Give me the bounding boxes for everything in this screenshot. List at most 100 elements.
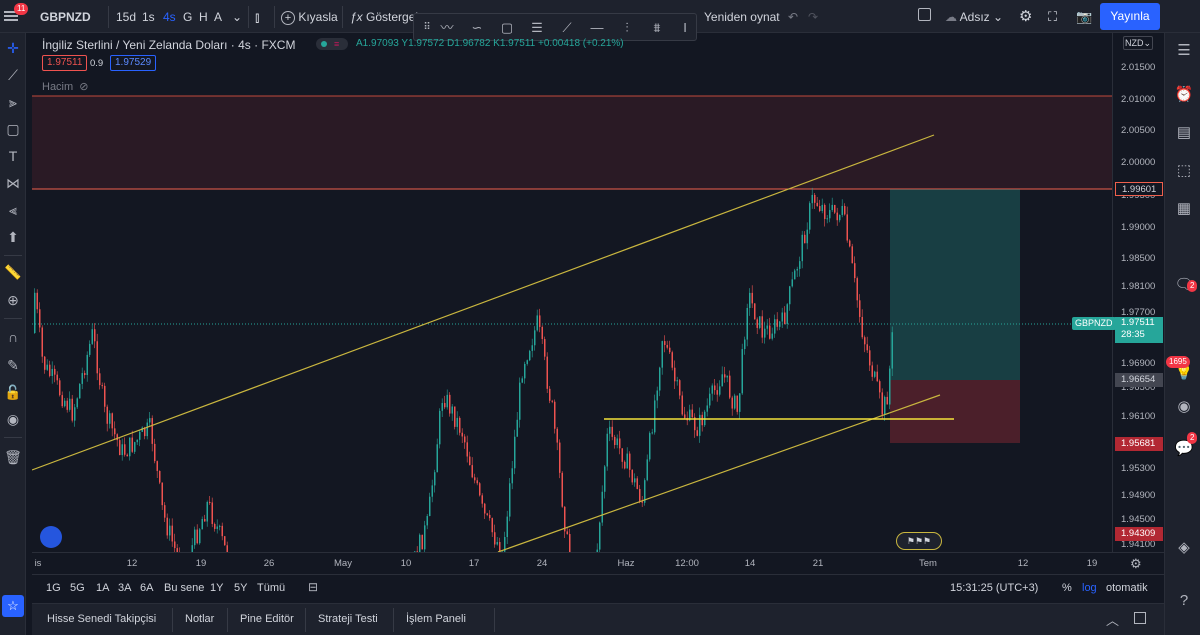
- camera-icon[interactable]: 📷: [1076, 9, 1093, 24]
- ray-icon[interactable]: ⟋: [562, 20, 572, 35]
- maximize-panel-icon[interactable]: [1134, 612, 1146, 624]
- log-toggle[interactable]: log: [1082, 582, 1097, 594]
- watchlist-icon[interactable]: ☰: [1177, 42, 1191, 59]
- arrow-icon[interactable]: ⬆: [7, 229, 19, 245]
- auto-scale-toggle[interactable]: otomatik: [1106, 582, 1148, 594]
- range-button[interactable]: 5Y: [234, 582, 248, 594]
- drag-handle-icon[interactable]: ⠿: [423, 22, 431, 33]
- chart-pane[interactable]: İngiliz Sterlini / Yeni Zelanda Doları ·…: [32, 33, 1112, 552]
- bid-price[interactable]: 1.97511: [42, 55, 88, 71]
- bottom-tab[interactable]: İşlem Paneli: [406, 613, 466, 625]
- long-position-stop-zone[interactable]: [890, 380, 1020, 443]
- interval-H[interactable]: H: [199, 10, 208, 24]
- interval-G[interactable]: G: [183, 10, 193, 24]
- candle-body: [601, 491, 603, 523]
- candle-body: [516, 419, 518, 437]
- pitchfork-icon[interactable]: ⩩: [653, 20, 661, 35]
- curve-icon[interactable]: ∽: [471, 20, 483, 35]
- alert-icon[interactable]: ⏰: [1174, 86, 1194, 103]
- menu-button[interactable]: 11: [4, 3, 29, 24]
- channel-lower-trendline[interactable]: [497, 394, 941, 552]
- streams-icon[interactable]: ◉: [1177, 398, 1191, 415]
- price-axis[interactable]: NZD⌄ 2.015002.010002.005002.000001.99500…: [1112, 33, 1164, 552]
- calendar-icon[interactable]: ▦: [1176, 200, 1192, 217]
- interval-15d[interactable]: 15d: [116, 10, 137, 24]
- layers-icon[interactable]: ◈: [1178, 539, 1190, 556]
- range-button[interactable]: 3A: [118, 582, 132, 594]
- magnet-icon[interactable]: ∩: [7, 329, 19, 345]
- rectangle-icon[interactable]: ▢: [6, 121, 20, 137]
- price-chart[interactable]: [32, 33, 1112, 552]
- range-button[interactable]: 1Y: [210, 582, 224, 594]
- candle-body: [856, 278, 858, 301]
- interval-dropdown-chevron-icon[interactable]: ⌄: [232, 10, 243, 24]
- ideas-icon[interactable]: 💡: [1174, 364, 1194, 381]
- help-icon[interactable]: ?: [1179, 592, 1189, 609]
- interval-1s[interactable]: 1s: [142, 10, 155, 24]
- ruler-icon[interactable]: 📏: [4, 264, 22, 280]
- symbol-search[interactable]: GBPNZD: [40, 10, 91, 24]
- candle-body: [514, 436, 516, 469]
- lock-icon[interactable]: 🔓: [4, 384, 22, 400]
- legend-status-toggle[interactable]: ≡: [316, 38, 348, 50]
- chart-type-icon[interactable]: ⫾: [255, 9, 260, 25]
- trash-icon[interactable]: 🗑: [4, 449, 22, 465]
- eye-icon[interactable]: ◉: [6, 411, 20, 427]
- bottom-tab[interactable]: Pine Editör: [240, 613, 294, 625]
- favorites-star-icon[interactable]: ☆: [2, 595, 24, 617]
- settings-gear-icon[interactable]: ⚙: [1019, 8, 1033, 25]
- text-cursor-icon[interactable]: I: [683, 20, 687, 35]
- layout-toggle-icon[interactable]: [918, 8, 931, 26]
- redo-icon[interactable]: ↷: [808, 10, 819, 24]
- currency-selector[interactable]: NZD⌄: [1123, 36, 1153, 50]
- lines-icon[interactable]: ☰: [531, 20, 543, 35]
- axis-settings-gear-icon[interactable]: ⚙: [1130, 556, 1142, 571]
- line-chart-icon[interactable]: 〰: [440, 20, 454, 35]
- events-flags-icon[interactable]: ⚑⚑⚑: [896, 532, 942, 550]
- pattern-icon[interactable]: ⋈: [6, 175, 20, 191]
- forecast-icon[interactable]: ⫷: [9, 202, 17, 218]
- date-range-calendar-icon[interactable]: ⊟: [308, 580, 319, 594]
- range-button[interactable]: 1G: [46, 582, 61, 594]
- replay-button[interactable]: Yeniden oynat: [704, 8, 780, 26]
- rectangle-tool-icon[interactable]: ▢: [500, 20, 514, 35]
- compare-button[interactable]: + Kıyasla: [281, 8, 338, 26]
- bottom-tab[interactable]: Notlar: [185, 613, 215, 625]
- publish-button[interactable]: Yayınla: [1100, 3, 1160, 30]
- interval-4s[interactable]: 4s: [163, 10, 176, 24]
- interval-A[interactable]: A: [214, 10, 223, 24]
- undo-icon[interactable]: ↶: [788, 10, 799, 24]
- lock-draw-icon[interactable]: ✎: [7, 357, 19, 373]
- volume-indicator[interactable]: Hacim ⊘: [42, 80, 88, 93]
- range-button[interactable]: 5G: [70, 582, 85, 594]
- candle-body: [846, 214, 848, 241]
- range-button[interactable]: 6A: [140, 582, 154, 594]
- bottom-tab[interactable]: Hisse Senedi Takipçisi: [47, 613, 157, 625]
- percent-toggle[interactable]: %: [1062, 582, 1072, 594]
- notifications-icon[interactable]: 💬: [1174, 440, 1194, 457]
- ask-price[interactable]: 1.97529: [110, 55, 157, 71]
- fullscreen-icon[interactable]: ⛶: [1048, 9, 1058, 24]
- trendline-icon[interactable]: ⟋: [8, 67, 18, 83]
- fib-icon[interactable]: ⫸: [9, 94, 17, 110]
- range-button[interactable]: Bu sene: [164, 582, 205, 594]
- range-button[interactable]: Tümü: [257, 582, 286, 594]
- zoom-icon[interactable]: ⊕: [7, 292, 19, 308]
- chevron-up-icon[interactable]: ︿: [1106, 613, 1120, 628]
- crosshair-icon[interactable]: ✛: [7, 40, 19, 56]
- candle-body: [534, 330, 536, 346]
- text-icon[interactable]: T: [8, 148, 18, 164]
- time-axis[interactable]: is 12 19 26 May 10 17 24 Haz 12:00 14 21 Tem 12 19 ⚙: [32, 552, 1164, 574]
- channel-upper-trendline[interactable]: [32, 134, 935, 471]
- data-window-icon[interactable]: ▤: [1176, 124, 1192, 141]
- clock-timezone[interactable]: 15:31:25 (UTC+3): [950, 582, 1039, 594]
- range-button[interactable]: 1A: [96, 582, 110, 594]
- hotlist-icon[interactable]: ⬚: [1176, 162, 1192, 179]
- horizontal-line-icon[interactable]: —: [590, 20, 604, 35]
- layout-name-button[interactable]: ☁ Adsız ⌄: [945, 8, 1003, 26]
- parallel-channel-icon[interactable]: ⫶: [625, 20, 629, 35]
- resistance-zone[interactable]: [32, 96, 1112, 189]
- long-position-target-zone[interactable]: [890, 189, 1020, 380]
- bottom-tab[interactable]: Strateji Testi: [318, 613, 378, 625]
- candle-body: [679, 380, 681, 396]
